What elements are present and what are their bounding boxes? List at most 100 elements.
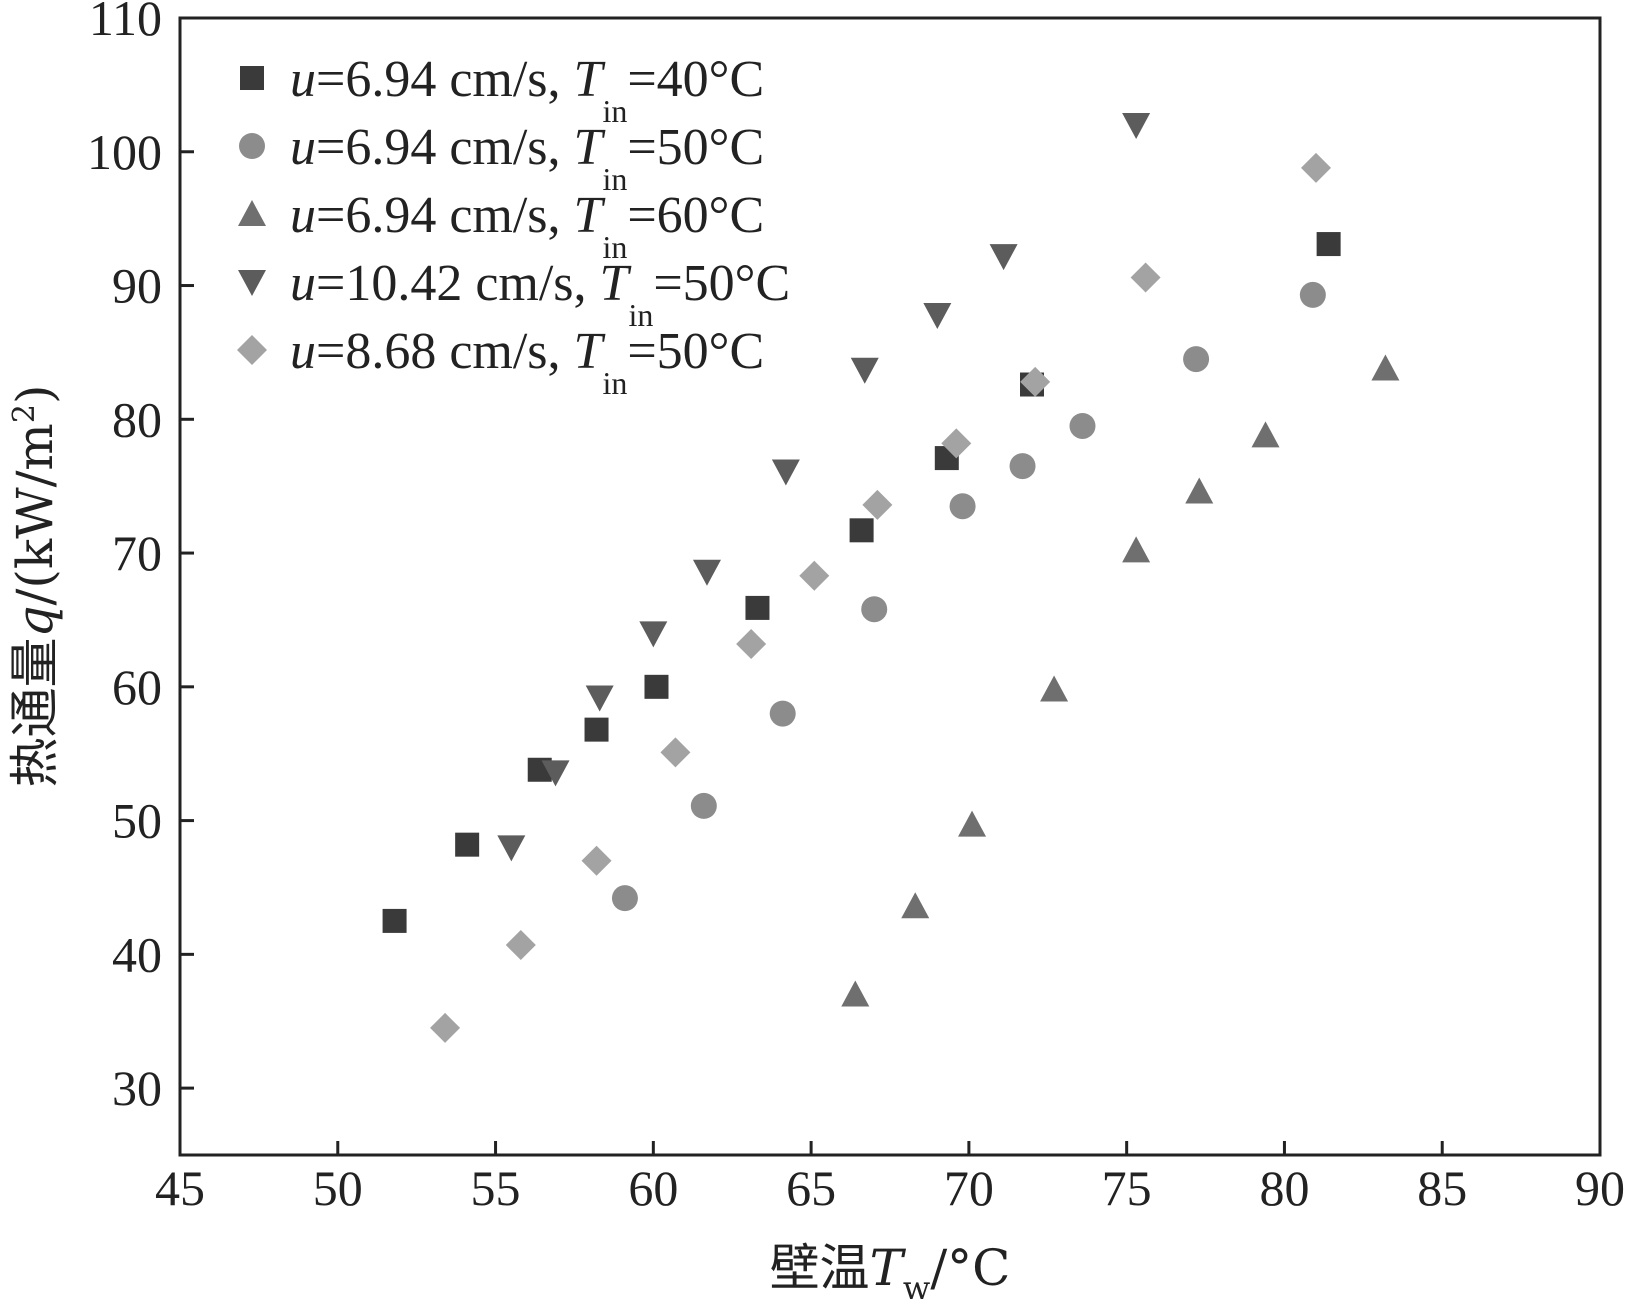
data-point: [799, 560, 830, 591]
data-point: [581, 845, 612, 876]
x-tick-label: 55: [471, 1160, 521, 1216]
data-point: [901, 892, 930, 919]
legend-item-4: u=10.42 cm/s, Tin=50°C: [238, 255, 790, 333]
legend-t: T: [600, 255, 632, 312]
data-point: [1371, 354, 1400, 381]
y-axis-title: 热通量q/(kW/m2): [6, 385, 64, 788]
data-point: [382, 908, 407, 933]
data-point: [958, 810, 987, 837]
legend-t: T: [574, 323, 606, 380]
data-point: [1020, 366, 1051, 397]
x-axis-title-unit: /°C: [930, 1239, 1010, 1297]
data-point: [541, 760, 570, 787]
data-point: [584, 717, 609, 742]
y-tick-label: 50: [112, 793, 162, 849]
legend-marker: [239, 133, 265, 159]
legend-label: u=6.94 cm/s, Tin=50°C: [290, 119, 764, 197]
y-axis-title-close: ): [6, 385, 64, 405]
legend-temp: =40°C: [627, 51, 764, 108]
legend-u: u: [290, 119, 316, 176]
data-point: [611, 885, 638, 912]
data-point: [644, 674, 669, 699]
legend-label: u=8.68 cm/s, Tin=50°C: [290, 323, 764, 401]
legend-speed: =6.94 cm/s,: [316, 187, 574, 244]
data-point: [585, 685, 614, 712]
legend-t-sub: in: [602, 365, 627, 401]
data-point: [949, 493, 976, 520]
y-axis: 30 40 50 60 70 80 90 100 110: [87, 0, 194, 1116]
y-tick-label: 40: [112, 926, 162, 982]
x-tick-label: 45: [155, 1160, 205, 1216]
legend-marker: [238, 270, 266, 296]
series-3: [841, 354, 1400, 1007]
x-axis-title-var: T: [870, 1239, 907, 1297]
legend-label: u=6.94 cm/s, Tin=60°C: [290, 187, 764, 265]
data-point: [1316, 232, 1341, 257]
x-axis: 45 50 55 60 65 70 75 80 85 90: [155, 1141, 1625, 1216]
y-tick-label: 100: [87, 124, 162, 180]
data-point: [1122, 536, 1151, 563]
data-point: [736, 629, 767, 660]
data-points: [382, 113, 1400, 1043]
data-point: [1009, 453, 1036, 480]
legend-label: u=10.42 cm/s, Tin=50°C: [290, 255, 790, 333]
x-tick-label: 80: [1259, 1160, 1309, 1216]
legend-item-3: u=6.94 cm/s, Tin=60°C: [238, 187, 764, 265]
data-point: [1183, 346, 1210, 373]
x-tick-label: 75: [1102, 1160, 1152, 1216]
data-point: [941, 428, 972, 459]
data-point: [861, 596, 888, 623]
data-point: [849, 518, 874, 543]
data-point: [1122, 113, 1151, 140]
data-point: [497, 835, 526, 862]
legend-t-sub: in: [602, 93, 627, 129]
legend-temp: =50°C: [653, 255, 790, 312]
y-axis-title-unit: /(kW/m: [6, 423, 64, 605]
legend-speed: =6.94 cm/s,: [316, 119, 574, 176]
legend-marker: [240, 66, 264, 90]
y-axis-title-sup: 2: [7, 404, 42, 423]
legend-speed: =10.42 cm/s,: [316, 255, 600, 312]
legend-speed: =8.68 cm/s,: [316, 323, 574, 380]
legend-marker: [238, 200, 266, 226]
x-axis-title-main: 壁温: [770, 1239, 870, 1297]
legend: u=6.94 cm/s, Tin=40°Cu=6.94 cm/s, Tin=50…: [237, 51, 790, 401]
legend-t: T: [574, 51, 606, 108]
series-4: [497, 113, 1151, 862]
data-point: [850, 357, 879, 384]
legend-t-sub: in: [602, 229, 627, 265]
plot-frame: [178, 16, 1602, 1157]
y-tick-label: 30: [112, 1060, 162, 1116]
data-point: [841, 980, 870, 1007]
legend-temp: =60°C: [627, 187, 764, 244]
data-point: [1251, 421, 1280, 448]
data-point: [862, 489, 893, 520]
legend-t-sub: in: [628, 297, 653, 333]
x-tick-label: 50: [313, 1160, 363, 1216]
legend-temp: =50°C: [627, 323, 764, 380]
x-tick-label: 85: [1417, 1160, 1467, 1216]
data-point: [690, 792, 717, 819]
data-point: [455, 832, 480, 857]
legend-item-5: u=8.68 cm/s, Tin=50°C: [237, 323, 764, 401]
y-axis-title-main: 热通量: [6, 637, 64, 787]
data-point: [505, 929, 536, 960]
data-point: [1130, 262, 1161, 293]
legend-t: T: [574, 119, 606, 176]
y-tick-label: 70: [112, 525, 162, 581]
x-axis-title-sub: w: [903, 1269, 930, 1302]
legend-label: u=6.94 cm/s, Tin=40°C: [290, 51, 764, 129]
data-point: [639, 621, 668, 648]
legend-t: T: [574, 187, 606, 244]
y-tick-label: 90: [112, 258, 162, 314]
x-tick-label: 60: [628, 1160, 678, 1216]
data-point: [1301, 152, 1331, 183]
legend-item-1: u=6.94 cm/s, Tin=40°C: [240, 51, 764, 129]
data-point: [1185, 477, 1214, 504]
y-tick-label: 80: [112, 391, 162, 447]
y-tick-label: 60: [112, 659, 162, 715]
data-point: [923, 302, 952, 329]
series-5: [430, 152, 1331, 1043]
data-point: [660, 737, 691, 768]
